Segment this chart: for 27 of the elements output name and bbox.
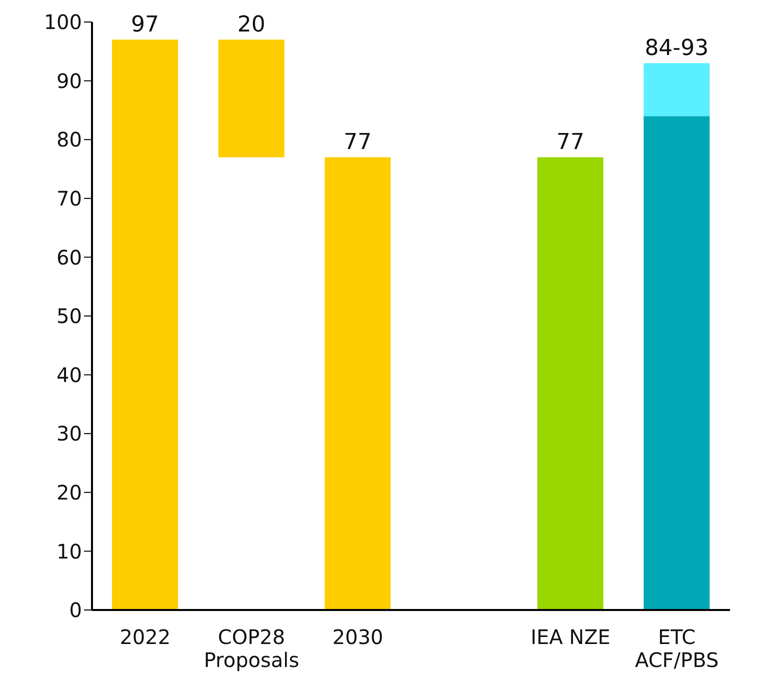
y-tick-label: 30 — [56, 422, 82, 446]
y-tick-label: 100 — [44, 10, 82, 34]
data-label: 97 — [131, 12, 159, 38]
data-label: 20 — [237, 12, 266, 38]
data-label: 77 — [556, 130, 584, 156]
y-tick-label: 80 — [56, 128, 82, 152]
x-tick-label: ETC ACF/PBS — [634, 625, 719, 672]
bar — [537, 157, 604, 610]
bar — [644, 116, 710, 610]
y-tick-label: 90 — [56, 68, 82, 93]
y-tick-label: 70 — [56, 186, 82, 210]
data-label: 77 — [344, 130, 372, 156]
y-tick-label: 0 — [69, 598, 82, 622]
x-tick-label: COP28 Proposals — [204, 625, 300, 672]
y-tick-label: 20 — [56, 480, 82, 504]
y-tick-label: 50 — [56, 304, 82, 328]
bar — [324, 157, 391, 610]
y-tick-label: 40 — [56, 362, 82, 387]
bar — [644, 63, 710, 116]
bar — [218, 40, 284, 158]
x-tick-label: 2030 — [332, 625, 384, 649]
bar — [112, 40, 178, 610]
y-tick-label: 60 — [56, 245, 82, 270]
data-label: 84-93 — [644, 36, 709, 62]
x-tick-label: 2022 — [120, 625, 171, 649]
x-tick-label: IEA NZE — [530, 625, 610, 649]
y-tick-label: 10 — [56, 539, 82, 564]
